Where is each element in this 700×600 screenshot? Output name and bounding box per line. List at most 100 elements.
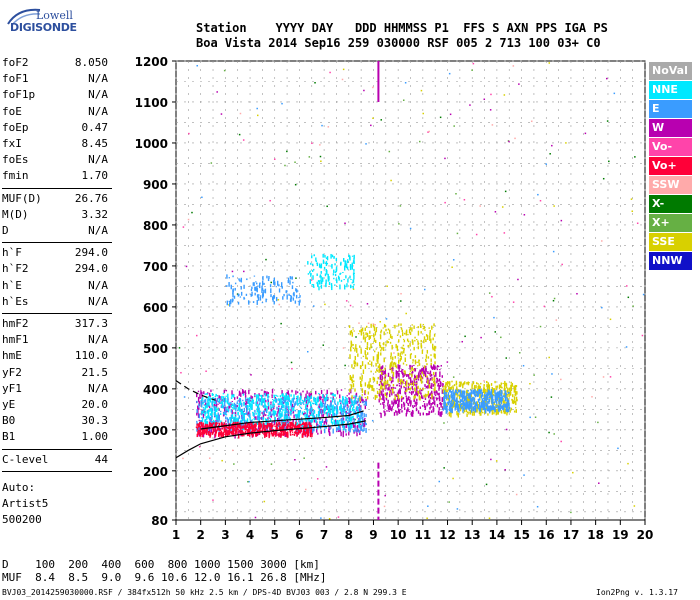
echo-point (202, 422, 204, 428)
echo-point (351, 407, 354, 412)
echo-point (489, 109, 492, 111)
echo-point (470, 392, 472, 397)
echo-point (232, 289, 234, 295)
echo-point (285, 403, 287, 407)
param-key: yE (2, 398, 16, 411)
echo-point (444, 387, 447, 390)
echo-point (484, 399, 487, 401)
echo-point (264, 401, 266, 406)
echo-point (231, 400, 233, 402)
param-row-hes: h`Es N/A (2, 295, 108, 311)
y-tick-label: 1000 (135, 137, 168, 151)
echo-point (313, 268, 315, 271)
echo-point (271, 394, 273, 397)
echo-point (351, 364, 353, 368)
echo-point (350, 398, 352, 401)
echo-point (444, 157, 446, 160)
echo-point (195, 426, 198, 429)
echo-point (413, 395, 415, 400)
echo-point (264, 407, 266, 411)
echo-point (418, 359, 420, 364)
echo-point (352, 328, 354, 330)
echo-point (391, 360, 393, 363)
x-tick-label: 9 (369, 528, 377, 542)
echo-point (488, 398, 491, 403)
echo-point (507, 387, 509, 392)
echo-point (414, 336, 416, 339)
echo-point (502, 409, 505, 413)
echo-point (359, 330, 361, 333)
echo-point (507, 406, 509, 411)
echo-point (351, 395, 353, 400)
echo-point (235, 424, 237, 428)
echo-point (511, 402, 514, 404)
echo-point (335, 408, 338, 414)
echo-point (219, 433, 221, 436)
echo-point (219, 436, 221, 439)
echo-point (345, 413, 347, 417)
echo-point (198, 426, 200, 432)
echo-point (483, 393, 486, 397)
param-separator (2, 242, 112, 244)
echo-point (378, 368, 380, 373)
echo-point (239, 408, 241, 412)
echo-point (256, 107, 258, 110)
echo-point (453, 125, 455, 127)
echo-point (278, 416, 280, 420)
echo-point (471, 69, 473, 71)
echo-point (503, 94, 506, 96)
echo-point (201, 417, 204, 423)
echo-point (241, 426, 244, 432)
echo-point (293, 433, 296, 436)
echo-point (198, 413, 201, 419)
echo-point (479, 397, 481, 399)
echo-point (243, 401, 245, 407)
echo-point (358, 414, 360, 418)
echo-point (499, 396, 502, 402)
echo-point (426, 393, 428, 397)
echo-point (311, 142, 313, 145)
echo-point (349, 410, 351, 415)
echo-point (625, 346, 628, 348)
echo-point (407, 409, 409, 412)
echo-point (484, 391, 486, 396)
echo-point (359, 425, 361, 429)
echo-point (328, 277, 330, 281)
echo-point (330, 392, 332, 395)
echo-point (234, 282, 237, 285)
echo-point (289, 294, 292, 296)
echo-point (502, 398, 504, 403)
echo-point (429, 393, 431, 396)
echo-point (347, 400, 349, 403)
echo-point (273, 395, 276, 399)
echo-point (303, 431, 305, 436)
echo-point (403, 347, 405, 351)
echo-point (451, 266, 453, 268)
echo-point (411, 386, 413, 389)
echo-point (365, 347, 367, 350)
echo-point (219, 402, 222, 405)
echo-point (359, 345, 361, 348)
echo-point (357, 419, 360, 422)
echo-point (263, 399, 265, 403)
echo-point (380, 349, 382, 352)
echo-point (285, 401, 287, 405)
echo-point (403, 382, 405, 384)
echo-point (485, 393, 488, 395)
echo-point (386, 285, 388, 288)
echo-point (236, 402, 238, 405)
echo-point (459, 404, 461, 410)
echo-point (445, 391, 447, 394)
echo-point (208, 415, 210, 419)
echo-point (503, 403, 505, 406)
echo-point (482, 406, 485, 411)
echo-point (633, 505, 636, 507)
echo-point (204, 399, 207, 403)
echo-point (392, 386, 394, 389)
echo-point (408, 329, 411, 334)
echo-point (292, 397, 294, 403)
param-value: 20.0 (81, 398, 109, 411)
echo-point (371, 385, 374, 389)
echo-point (548, 62, 551, 64)
echo-point (325, 426, 327, 429)
